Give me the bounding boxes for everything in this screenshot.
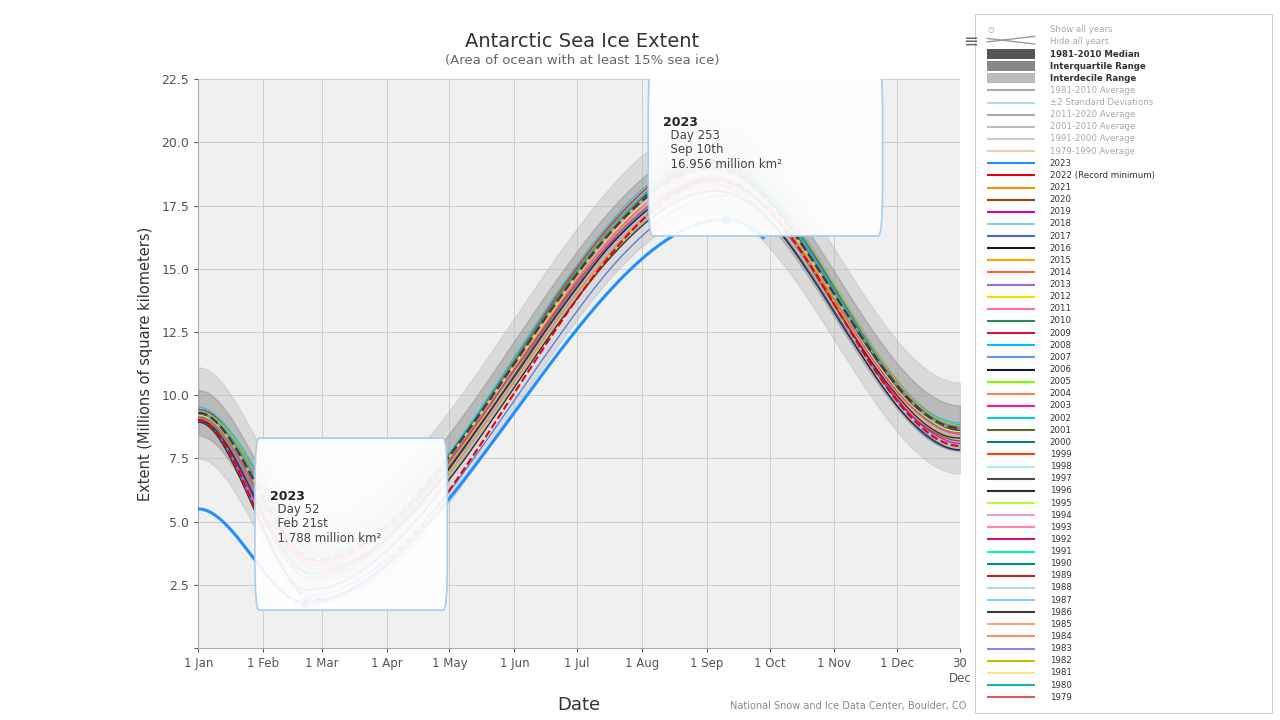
Text: 1985: 1985 [1050,620,1071,629]
Text: 1982: 1982 [1050,656,1071,665]
Text: 2016: 2016 [1050,243,1071,253]
Text: 1981-2010 Median: 1981-2010 Median [1050,50,1139,58]
Text: (Area of ocean with at least 15% sea ice): (Area of ocean with at least 15% sea ice… [445,54,719,67]
Text: Hide all years: Hide all years [1050,37,1108,46]
Bar [987,73,1034,84]
Text: 1995: 1995 [1050,498,1071,508]
Text: 1997: 1997 [1050,474,1071,483]
Text: 2021: 2021 [1050,183,1071,192]
Text: Show all years: Show all years [1050,25,1112,35]
Text: 1979: 1979 [1050,693,1071,702]
Text: 1994: 1994 [1050,510,1071,520]
Text: 1986: 1986 [1050,608,1071,617]
Text: 16.956 million km²: 16.956 million km² [663,158,782,171]
Text: 2023: 2023 [663,116,698,129]
Text: 1984: 1984 [1050,632,1071,641]
Text: 2005: 2005 [1050,377,1071,386]
Text: 1999: 1999 [1050,450,1071,459]
Text: Antarctic Sea Ice Extent: Antarctic Sea Ice Extent [466,32,699,51]
Text: 2011: 2011 [1050,305,1071,313]
Text: 2007: 2007 [1050,353,1071,362]
Text: Interdecile Range: Interdecile Range [1050,74,1135,83]
Bar [987,61,1034,71]
Text: 2000: 2000 [1050,438,1071,447]
Text: 2015: 2015 [1050,256,1071,265]
Text: 1980: 1980 [1050,680,1071,690]
X-axis label: Date: Date [558,696,600,714]
Text: ≡: ≡ [963,32,978,50]
Text: Feb 21st: Feb 21st [270,517,328,530]
Text: 2003: 2003 [1050,402,1071,410]
Text: Day 52: Day 52 [270,503,319,516]
Text: Sep 10th: Sep 10th [663,143,723,156]
Text: 1992: 1992 [1050,535,1071,544]
Text: 1987: 1987 [1050,595,1071,605]
FancyBboxPatch shape [648,64,883,236]
Text: 1990: 1990 [1050,559,1071,568]
Text: 2018: 2018 [1050,220,1071,228]
Text: National Snow and Ice Data Center, Boulder, CO: National Snow and Ice Data Center, Bould… [730,701,966,711]
Text: 2008: 2008 [1050,341,1071,350]
Text: 2001-2010 Average: 2001-2010 Average [1050,122,1135,131]
Text: 2009: 2009 [1050,328,1071,338]
Text: 1988: 1988 [1050,583,1071,593]
Text: 1996: 1996 [1050,487,1071,495]
Y-axis label: Extent (Millions of square kilometers): Extent (Millions of square kilometers) [138,227,154,500]
Text: 1981-2010 Average: 1981-2010 Average [1050,86,1135,95]
Text: 1983: 1983 [1050,644,1071,653]
Text: 1991-2000 Average: 1991-2000 Average [1050,135,1135,143]
Text: 2013: 2013 [1050,280,1071,289]
Text: ·: · [991,24,993,35]
Text: 1981: 1981 [1050,668,1071,678]
Text: 2006: 2006 [1050,365,1071,374]
Text: 2022 (Record minimum): 2022 (Record minimum) [1050,171,1155,180]
Text: 2020: 2020 [1050,195,1071,204]
Text: 2010: 2010 [1050,317,1071,325]
Text: 1998: 1998 [1050,462,1071,471]
Text: ○: ○ [987,25,993,35]
Text: 2002: 2002 [1050,413,1071,423]
Text: 2019: 2019 [1050,207,1071,216]
Text: Day 253: Day 253 [663,129,719,142]
Text: 2001: 2001 [1050,426,1071,435]
Text: 2023: 2023 [1050,158,1071,168]
Text: 1993: 1993 [1050,523,1071,532]
Text: 2012: 2012 [1050,292,1071,301]
Text: 1991: 1991 [1050,547,1071,556]
Text: 1.788 million km²: 1.788 million km² [270,532,380,545]
Text: 1979-1990 Average: 1979-1990 Average [1050,147,1134,156]
Text: ±2 Standard Deviations: ±2 Standard Deviations [1050,98,1153,107]
Text: 2011-2020 Average: 2011-2020 Average [1050,110,1135,120]
Text: 2014: 2014 [1050,268,1071,277]
Text: 2017: 2017 [1050,232,1071,240]
Text: 1989: 1989 [1050,572,1071,580]
Text: 2004: 2004 [1050,390,1071,398]
Text: Interquartile Range: Interquartile Range [1050,62,1146,71]
Text: 2023: 2023 [270,490,305,503]
Bar [987,49,1034,59]
FancyBboxPatch shape [255,438,448,610]
